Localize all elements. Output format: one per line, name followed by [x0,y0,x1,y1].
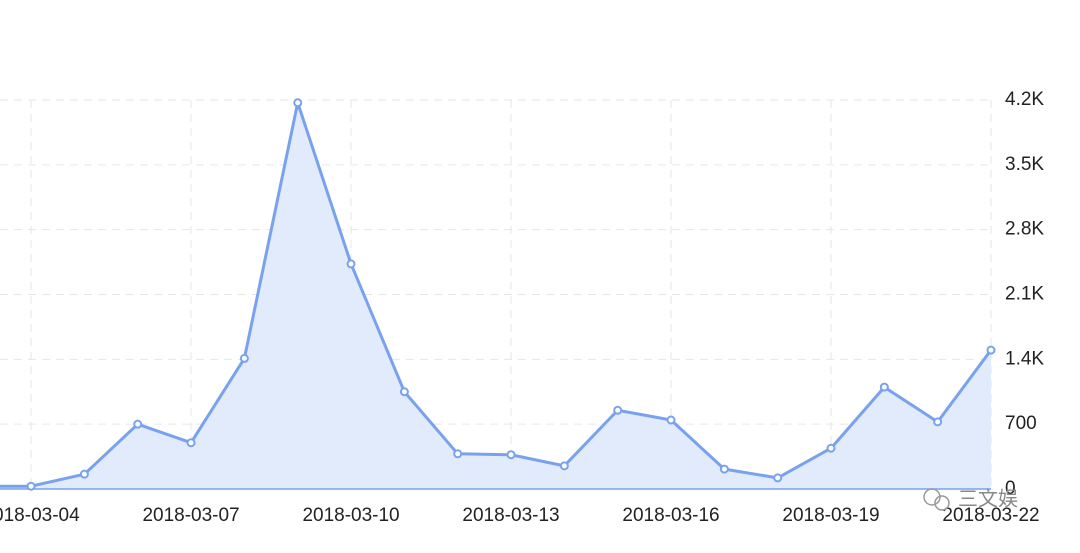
y-tick-label: 1.4K [1005,348,1044,369]
point [79,469,89,479]
point [826,443,836,453]
line [0,101,993,488]
point [666,415,676,425]
x-tick-label: 2018-03-07 [142,505,239,526]
point [186,438,196,448]
plot-area [0,98,996,491]
y-tick-label: 4.2K [1005,89,1044,110]
watermark-icon [934,495,950,511]
y-tick-label: 2.1K [1005,284,1044,305]
point [559,461,569,471]
watermark-text: 三文娱 [958,487,1018,510]
watermark: 三文娱 [923,487,1018,511]
point [506,450,516,460]
area-fill [0,102,991,489]
point [346,259,356,269]
x-tick-label: 2018-03-13 [462,505,559,526]
point [933,417,943,427]
point [133,419,143,429]
y-tick-label: 2.8K [1005,219,1044,240]
point [453,449,463,459]
x-tick-label: 2018-03-10 [302,505,399,526]
y-tick-label: 0 [1005,478,1016,499]
point [293,98,303,108]
x-tick-label: 2018-03-16 [622,505,719,526]
x-tick-label: 2018-03-22 [942,505,1039,526]
x-tick-label: 2018-03-19 [782,505,879,526]
point [986,345,996,355]
x-tick-label: 2018-03-04 [0,505,80,526]
y-tick-label: 3.5K [1005,154,1044,175]
point [879,382,889,392]
y-tick-label: 700 [1005,413,1037,434]
point [26,481,36,491]
point [239,353,249,363]
point [773,473,783,483]
point [399,387,409,397]
point [613,405,623,415]
labels: 0 700 1.4K 2.1K 2.8K 3.5K 4.2K 2018-03-04 2018-0… [0,89,1044,526]
point [719,464,729,474]
